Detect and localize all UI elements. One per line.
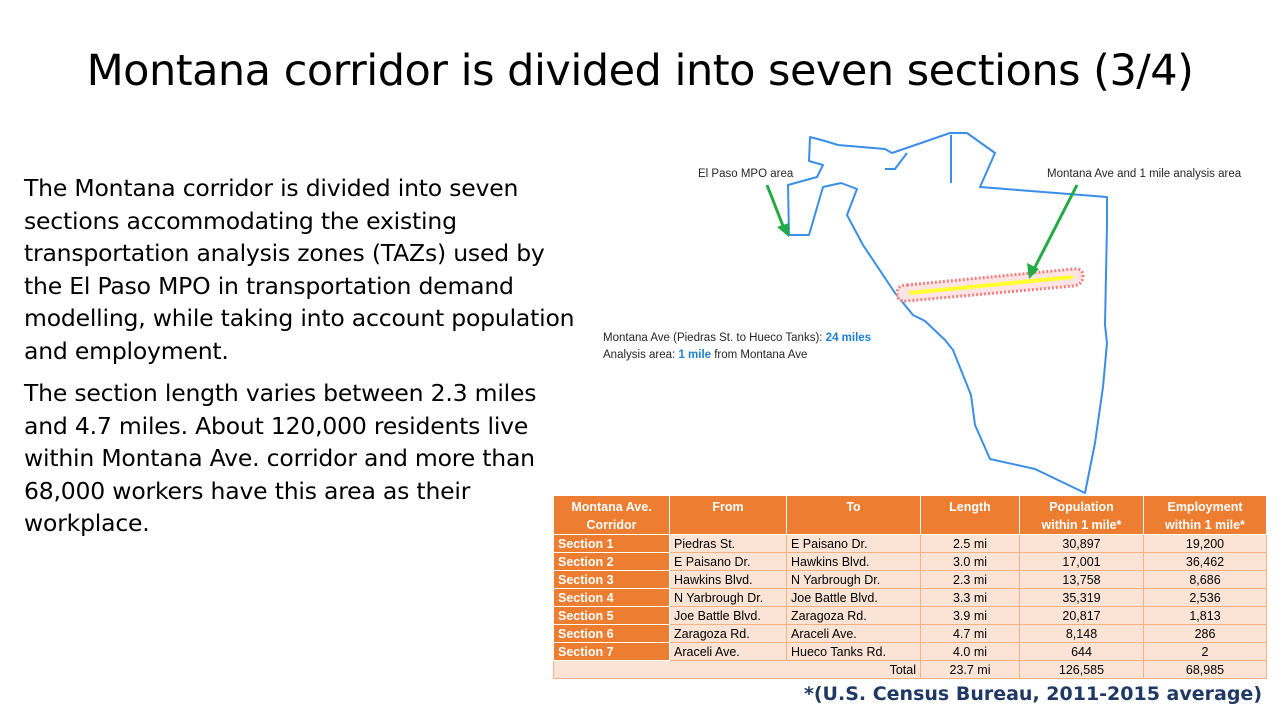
mpo-boundary-shape [787,132,1108,494]
body-text: The Montana corridor is divided into sev… [24,172,584,550]
arrow-mpo-head [777,223,789,237]
montana-ave-line [908,275,1074,295]
header-from: From [669,495,787,535]
header-population: Population within 1 mile* [1019,495,1144,535]
arrow-mpo [765,184,787,232]
mpo-inner-line-b [885,152,908,170]
slide-title: Montana corridor is divided into seven s… [86,46,1194,96]
header-employment: Employment within 1 mile* [1143,495,1267,535]
total-population: 126,585 [1019,660,1144,679]
table-row: Section 7 Araceli Ave. Hueco Tanks Rd. 4.0 … [553,642,1267,661]
table-row: Section 1 Piedras St. E Paisano Dr. 2.5 mi 3… [553,534,1267,553]
total-employment: 68,985 [1143,660,1267,679]
sections-table: Montana Ave. Corridor From To Length Popu… [553,495,1267,679]
table-row: Section 5 Joe Battle Blvd. Zaragoza Rd. 3.9… [553,606,1267,625]
table-row: Section 3 Hawkins Blvd. N Yarbrough Dr. 2.3… [553,570,1267,589]
total-label: Total [553,660,921,679]
header-length: Length [920,495,1020,535]
table-total-row: Total 23.7 mi 126,585 68,985 [553,660,1267,679]
corridor-map: El Paso MPO area Montana Ave and 1 mile … [603,132,1242,494]
paragraph-1: The Montana corridor is divided into sev… [24,174,575,365]
arrow-analysis-head [1027,263,1039,279]
header-corridor: Montana Ave. Corridor [553,495,670,535]
arrow-analysis [1031,184,1079,272]
label-analysis-area: Montana Ave and 1 mile analysis area [1047,168,1242,180]
paragraph-2: The section length varies between 2.3 mi… [24,379,537,537]
total-length: 23.7 mi [920,660,1020,679]
source-footnote: *(U.S. Census Bureau, 2011-2015 average) [803,683,1262,705]
legend-line-1: Montana Ave (Piedras St. to Hueco Tanks)… [603,332,871,344]
legend-line-2: Analysis area: 1 mile from Montana Ave [603,349,807,361]
label-mpo-area: El Paso MPO area [698,168,794,180]
table-header-row: Montana Ave. Corridor From To Length Popu… [553,495,1267,535]
table-row: Section 6 Zaragoza Rd. Araceli Ave. 4.7 mi 8… [553,624,1267,643]
header-to: To [786,495,921,535]
